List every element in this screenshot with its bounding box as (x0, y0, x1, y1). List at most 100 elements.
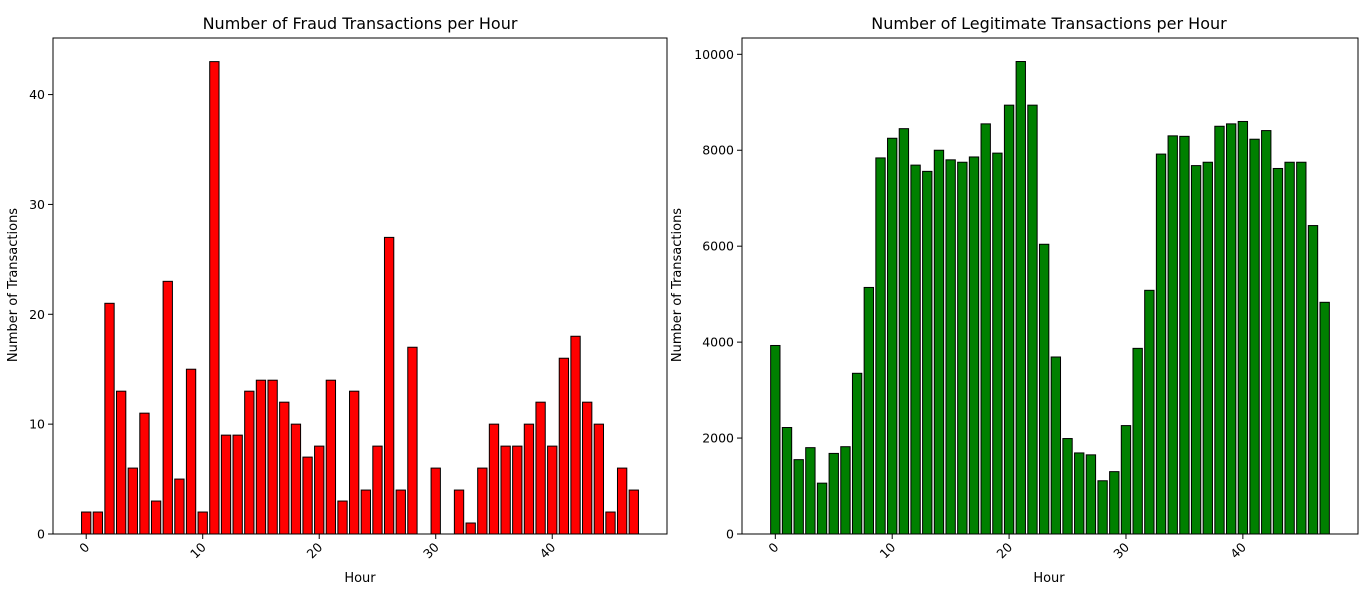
fraud-bar (174, 478, 185, 535)
legit-chart-panel: Number of Legitimate Transactions per Ho… (670, 14, 1359, 586)
fraud-bar (81, 511, 92, 535)
legit-x-tick-label: 30 (1110, 539, 1132, 561)
legit-y-tick-label: 4000 (702, 335, 734, 350)
legit-x-ticks: 0 10 20 30 40 (765, 534, 1249, 561)
legit-bar (1202, 161, 1213, 535)
fraud-chart-title: Number of Fraud Transactions per Hour (203, 14, 518, 33)
fraud-bar (523, 423, 535, 535)
fraud-bars (81, 61, 639, 535)
fraud-x-ticks: 0 10 20 30 40 (76, 534, 558, 561)
fraud-bar (372, 445, 383, 535)
legit-x-tick-label: 10 (876, 539, 898, 561)
legit-bar (1190, 165, 1202, 535)
fraud-bar (605, 511, 616, 535)
legit-bar (1261, 130, 1272, 535)
fraud-bar (197, 511, 208, 535)
legit-bar (992, 152, 1003, 535)
legit-bar (770, 344, 781, 535)
legit-plot-frame (741, 37, 1359, 535)
legit-bar (980, 123, 991, 535)
legit-x-tick-label: 20 (993, 539, 1015, 561)
legit-bar (1050, 356, 1062, 535)
legit-bar (863, 286, 874, 535)
legit-bar (816, 482, 828, 535)
fraud-bar (453, 489, 465, 535)
legit-chart-title: Number of Legitimate Transactions per Ho… (871, 14, 1227, 33)
fraud-bar (244, 390, 255, 535)
fraud-bar (255, 379, 267, 535)
fraud-bar (465, 522, 476, 535)
legit-bar (1038, 243, 1050, 535)
legit-bar (1214, 125, 1225, 535)
fraud-x-tick-label: 30 (420, 539, 442, 561)
fraud-bar (349, 390, 360, 535)
fraud-bar (325, 379, 337, 535)
legit-bar (1155, 153, 1167, 535)
fraud-x-tick-label: 40 (537, 539, 559, 561)
fraud-bar (314, 445, 325, 535)
legit-bar (1003, 104, 1015, 535)
fraud-bar (267, 379, 278, 535)
legit-bar (793, 459, 804, 535)
fraud-chart-panel: Number of Fraud Transactions per Hour Nu… (6, 14, 668, 586)
fraud-x-tick-label: 0 (76, 539, 92, 555)
fraud-bar (337, 500, 348, 535)
legit-bar (805, 447, 816, 535)
fraud-bar (593, 423, 605, 535)
legit-bar (910, 164, 921, 535)
fraud-bar (407, 346, 418, 535)
legit-chart-xlabel: Hour (1033, 571, 1065, 586)
legit-bar (840, 446, 851, 535)
fraud-bar (395, 489, 406, 535)
fraud-bar (127, 467, 138, 535)
fraud-y-tick-label: 40 (29, 87, 45, 102)
legit-bar (1226, 123, 1237, 535)
legit-bar (1237, 120, 1249, 535)
fraud-plot-frame (52, 37, 668, 535)
legit-bar (922, 170, 933, 535)
legit-bar (1097, 480, 1108, 535)
legit-x-tick-label: 0 (765, 539, 781, 555)
legit-bar (781, 427, 793, 535)
fraud-bar (570, 335, 581, 535)
fraud-bar (477, 467, 488, 535)
fraud-bar (302, 456, 313, 535)
fraud-x-tick-label: 10 (187, 539, 209, 561)
fraud-bar (558, 357, 570, 535)
fraud-bar (488, 423, 500, 535)
fraud-bar (430, 467, 441, 535)
fraud-bar (220, 434, 232, 535)
fraud-bar (232, 434, 243, 535)
legit-bar (968, 156, 980, 535)
fraud-bar (582, 401, 593, 535)
legit-bar (1132, 347, 1143, 535)
legit-bar (1085, 454, 1097, 535)
legit-bar (1062, 438, 1073, 535)
legit-bar (1284, 161, 1295, 535)
fraud-bar (209, 61, 220, 535)
legit-bar (851, 372, 863, 535)
legit-y-tick-label: 10000 (694, 47, 734, 62)
legit-y-ticks: 0 2000 4000 6000 8000 10000 (694, 47, 742, 542)
legit-bar (1074, 452, 1085, 535)
fraud-bar (628, 489, 639, 535)
legit-bar (1272, 167, 1284, 535)
legit-y-tick-label: 8000 (702, 143, 734, 158)
fraud-y-ticks: 0 10 20 30 40 (29, 87, 53, 542)
legit-bar (1319, 301, 1330, 535)
fraud-x-tick-label: 20 (303, 539, 325, 561)
fraud-bar (104, 302, 115, 535)
legit-bar (898, 128, 910, 535)
fraud-bar (115, 390, 127, 535)
fraud-bar (547, 445, 558, 535)
fraud-bar (290, 423, 302, 535)
fraud-y-tick-label: 10 (29, 417, 45, 432)
fraud-bar (279, 401, 290, 535)
fraud-bar (185, 368, 197, 535)
fraud-bar (616, 467, 628, 535)
fraud-bar (162, 280, 173, 535)
legit-bar (1144, 289, 1155, 535)
fraud-bar (92, 511, 104, 535)
legit-bar (1296, 161, 1307, 535)
legit-bar (1015, 61, 1026, 535)
